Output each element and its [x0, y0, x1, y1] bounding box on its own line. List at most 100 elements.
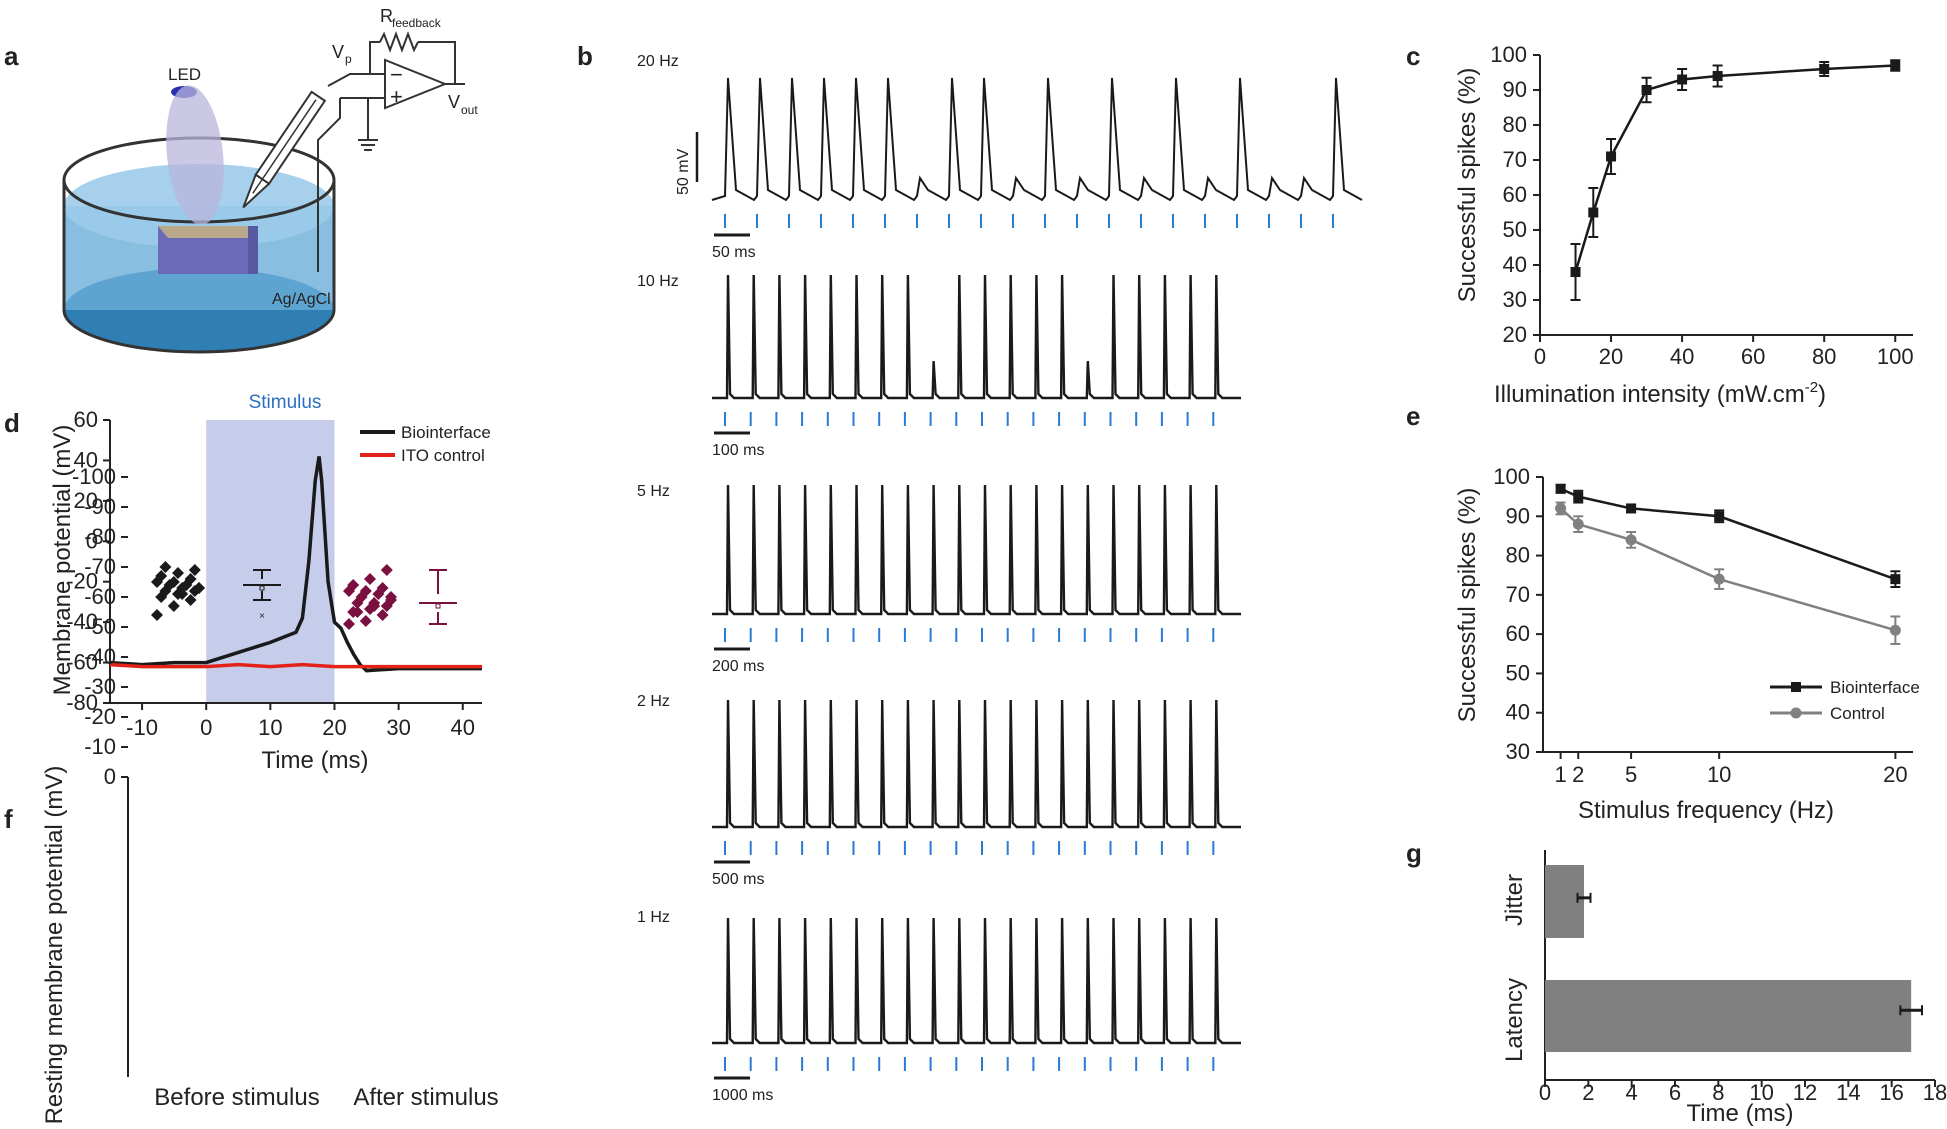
- svg-text:V: V: [448, 92, 460, 112]
- trace-label-0: 20 Hz: [637, 53, 679, 70]
- e-xtick-label: 1: [1554, 762, 1566, 787]
- time-scale-label: 1000 ms: [712, 1087, 773, 1104]
- electrode-label: Ag/AgCl: [272, 291, 331, 308]
- e-ytick-label: 100: [1493, 464, 1530, 489]
- light-beam: [166, 85, 224, 225]
- svg-text:feedback: feedback: [392, 16, 442, 30]
- f-ytick-label: -80: [84, 524, 116, 549]
- e-legend-label: Control: [1830, 704, 1885, 723]
- g-xtick-label: 12: [1793, 1080, 1817, 1105]
- g-category-latency: Latency: [1501, 978, 1528, 1062]
- panel-d-chart: Membrane potential (mV) Time (ms) Stimul…: [49, 392, 491, 774]
- d-ytick-label: -60: [66, 650, 98, 675]
- e-series-line: [1559, 507, 1896, 632]
- f-point-before: [184, 573, 197, 585]
- feedback-resistor: [379, 31, 419, 53]
- c-point: [1570, 267, 1581, 277]
- c-ytick-label: 50: [1503, 217, 1527, 242]
- f-point-before: [184, 594, 197, 606]
- d-ytick-label: 0: [86, 528, 98, 553]
- e-ytick-label: 30: [1506, 739, 1530, 764]
- f-point-before: [172, 567, 184, 579]
- g-xtick-label: 16: [1879, 1080, 1903, 1105]
- f-ytick-label: -10: [84, 734, 116, 759]
- f-ytick-label: -20: [84, 704, 116, 729]
- svg-text:−: −: [390, 62, 403, 87]
- f-point-after: [351, 606, 364, 618]
- svg-text:V: V: [332, 42, 344, 62]
- trace-label-2: 5 Hz: [637, 483, 670, 500]
- f-before-outlier: ×: [259, 611, 265, 622]
- f-ytick-label: 0: [104, 764, 116, 789]
- e-xtick-label: 5: [1625, 762, 1637, 787]
- time-scale-label: 100 ms: [712, 442, 764, 459]
- c-ytick-label: 80: [1503, 112, 1527, 137]
- c-xtick-label: 0: [1534, 344, 1546, 369]
- d-xtick-label: 30: [386, 715, 410, 740]
- c-point: [1712, 71, 1723, 81]
- f-point-after: [385, 591, 397, 603]
- g-bar-latency: [1545, 980, 1912, 1052]
- d-ytick-label: -40: [66, 609, 98, 634]
- c-ytick-label: 60: [1503, 182, 1527, 207]
- d-xtick-label: 0: [200, 715, 212, 740]
- e-xtick-label: 10: [1707, 762, 1731, 787]
- f-ylabel: Resting membrane potential (mV): [41, 766, 68, 1125]
- e-point: [1573, 491, 1584, 502]
- e-point: [1555, 483, 1566, 494]
- c-xtick-label: 40: [1670, 344, 1694, 369]
- c-ytick-label: 20: [1503, 322, 1527, 347]
- f-point-before: [159, 561, 172, 573]
- c-point: [1641, 85, 1652, 95]
- e-point: [1890, 574, 1901, 585]
- e-ytick-label: 50: [1506, 660, 1530, 685]
- trace-5hz: [712, 484, 1241, 616]
- c-point: [1588, 207, 1599, 218]
- time-scale-label: 50 ms: [712, 244, 756, 261]
- g-xtick-label: 14: [1836, 1080, 1860, 1105]
- g-xtick-label: 6: [1669, 1080, 1681, 1105]
- panel-f-chart: Resting membrane potential (mV) Before s…: [41, 464, 499, 1124]
- e-point: [1555, 502, 1567, 514]
- e-point: [1572, 518, 1584, 530]
- trace-10hz: [712, 274, 1241, 400]
- panel-label-g: g: [1406, 838, 1422, 868]
- g-xtick-label: 0: [1539, 1080, 1551, 1105]
- e-legend-label: Biointerface: [1830, 678, 1920, 697]
- e-xtick-label: 20: [1883, 762, 1907, 787]
- f-point-after: [376, 582, 389, 594]
- panel-b-traces: 20 Hz 50 ms 10 Hz 100 ms 5 Hz 200 ms 2 Hz 500 m…: [637, 53, 1363, 1104]
- c-xtick-label: 20: [1599, 344, 1623, 369]
- g-xlabel: Time (ms): [1686, 1100, 1793, 1127]
- time-scale-label: 200 ms: [712, 658, 764, 675]
- g-xtick-label: 18: [1923, 1080, 1947, 1105]
- f-point-before: [193, 582, 205, 594]
- c-point: [1819, 64, 1830, 74]
- panel-c-chart: Successful spikes (%) Illumination inten…: [1454, 42, 1914, 408]
- d-xtick-label: 40: [451, 715, 475, 740]
- f-point-after: [343, 618, 355, 630]
- f-point-before: [188, 564, 201, 576]
- c-ytick-label: 70: [1503, 147, 1527, 172]
- f-ytick-label: -70: [84, 554, 116, 579]
- e-point: [1714, 511, 1725, 522]
- f-ytick-label: -30: [84, 674, 116, 699]
- c-point: [1677, 74, 1688, 85]
- f-category-before: Before stimulus: [154, 1084, 319, 1111]
- time-scale-label: 500 ms: [712, 871, 764, 888]
- g-xtick-label: 8: [1712, 1080, 1724, 1105]
- svg-text:R: R: [380, 6, 393, 26]
- f-point-before: [155, 570, 168, 582]
- f-point-before: [167, 600, 180, 612]
- d-series-biointerface: [109, 456, 482, 673]
- trace-2hz: [712, 699, 1241, 829]
- panel-label-d: d: [4, 408, 20, 438]
- d-ytick-label: -20: [66, 569, 98, 594]
- f-ytick-label: -40: [84, 644, 116, 669]
- trace-20hz: [711, 77, 1363, 202]
- g-xtick-label: 4: [1626, 1080, 1638, 1105]
- f-ytick-label: -60: [84, 584, 116, 609]
- c-point: [1890, 60, 1901, 71]
- d-xtick-label: 10: [258, 715, 282, 740]
